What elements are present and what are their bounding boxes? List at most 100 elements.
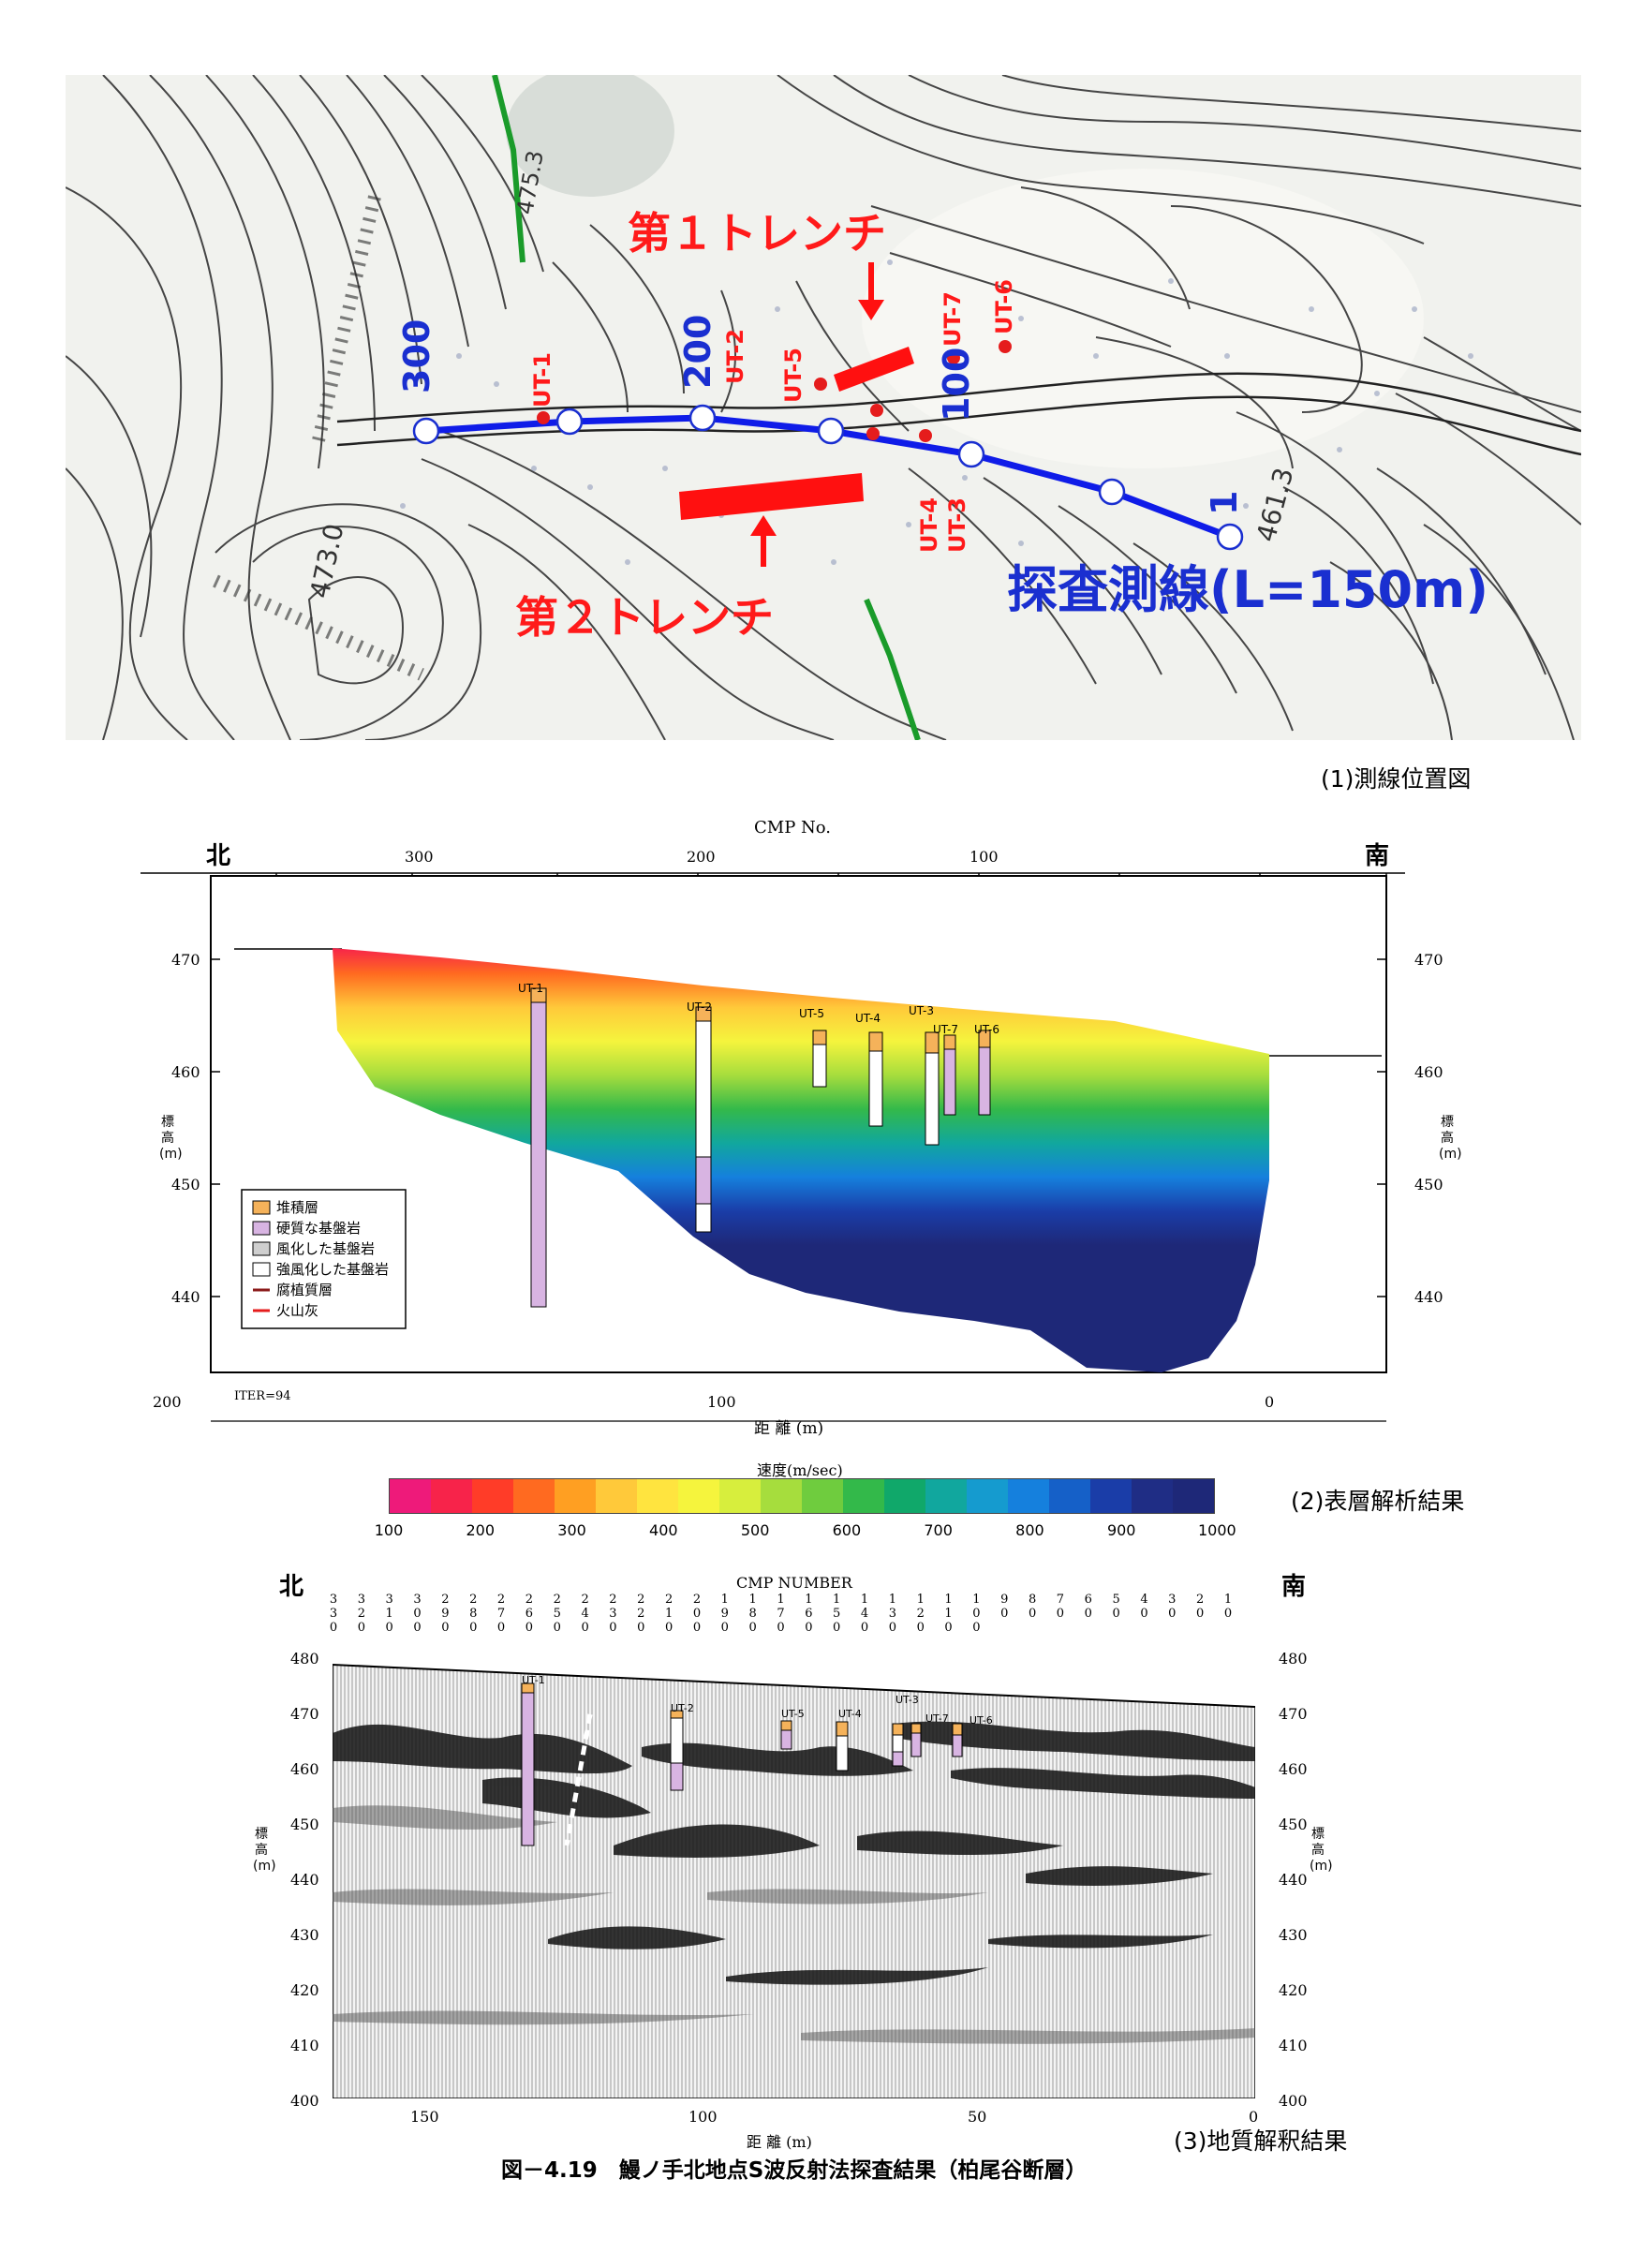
borehole-ut6-label-p3: UT-6 [970, 1714, 993, 1727]
elev3-tick-420-left: 420 [290, 1981, 319, 1999]
colorbar-swatch [513, 1479, 555, 1513]
elev3-tick-410-right: 410 [1279, 2037, 1308, 2054]
cmp-number-tick: 300 [413, 1593, 422, 1635]
cmp-number-tick: 140 [860, 1593, 869, 1635]
ylabel-left-p3: 標高(m) [253, 1827, 276, 1874]
elev3-tick-480-left: 480 [290, 1650, 319, 1668]
elev-tick-440-left: 440 [171, 1288, 200, 1306]
cmp-number-tick: 210 [664, 1593, 673, 1635]
colorbar-swatch [1090, 1479, 1132, 1513]
elev-tick-450-left: 450 [171, 1176, 200, 1193]
borehole-ut2-label-p2: UT-2 [687, 1001, 712, 1014]
colorbar-tick-label: 600 [832, 1521, 862, 1539]
elev3-tick-400-left: 400 [290, 2092, 319, 2110]
borehole-ut1-column [530, 987, 547, 1308]
survey-line-map: 第１トレンチ 第２トレンチ 探査測線(L=150m) 300 200 100 1… [65, 66, 1582, 741]
cmp-100-label: 100 [936, 348, 977, 422]
cmp-number-tick: 160 [805, 1593, 813, 1635]
south-label-p2: 南 [1365, 842, 1390, 870]
cmp-number-ticks: 330 320 310 300 290 280 270 260 250 240 230 220 210 2… [328, 1593, 1236, 1653]
elev3-tick-440-right: 440 [1279, 1871, 1308, 1889]
borehole-ut7-label-p2: UT-7 [933, 1023, 958, 1036]
cmp-title-p2: CMP No. [754, 818, 832, 838]
dist-tick-100-p2: 100 [707, 1393, 736, 1411]
colorbar-swatch [843, 1479, 884, 1513]
legend-item-hard-bedrock: 硬質な基盤岩 [276, 1220, 361, 1237]
colorbar-swatch [719, 1479, 761, 1513]
elev3-tick-470-left: 470 [290, 1705, 319, 1723]
colorbar-swatch [678, 1479, 719, 1513]
elev3-tick-460-left: 460 [290, 1760, 319, 1778]
elev3-tick-480-right: 480 [1279, 1650, 1308, 1668]
elev-tick-450-right: 450 [1414, 1176, 1443, 1193]
borehole-ut1-label-p2: UT-1 [518, 982, 543, 995]
borehole-ut7-label: UT-7 [940, 291, 966, 347]
survey-line-label: 探査測線(L=150m) [1007, 560, 1488, 619]
panel3-caption: (3)地質解釈結果 [1174, 2127, 1348, 2155]
elev-tick-460-left: 460 [171, 1063, 200, 1081]
south-label-p3: 南 [1281, 1573, 1307, 1601]
legend-item-weathered-bedrock: 風化した基盤岩 [276, 1240, 375, 1257]
velocity-colorbar [389, 1478, 1215, 1514]
colorbar-tick-label: 800 [1015, 1521, 1044, 1539]
legend-swatch-sediment [252, 1200, 271, 1215]
figure-title: 図－4.19 鰻ノ手北地点S波反射法探査結果（柏尾谷断層） [501, 2158, 1088, 2183]
cmp-number-tick: 290 [441, 1593, 450, 1635]
elev3-tick-440-left: 440 [290, 1871, 319, 1889]
cmp-number-tick: 310 [385, 1593, 393, 1635]
colorbar-swatch [1173, 1479, 1214, 1513]
north-label-p3: 北 [279, 1573, 304, 1601]
borehole-ut5-label: UT-5 [780, 348, 807, 403]
borehole-ut2-label: UT-2 [722, 329, 748, 384]
borehole-ut6-label-p2: UT-6 [974, 1023, 999, 1036]
colorbar-tick-label: 1000 [1198, 1521, 1236, 1539]
legend-swatch-hard-bedrock [252, 1221, 271, 1236]
legend-item-volcanic-ash: 火山灰 [276, 1302, 318, 1319]
trench2-label: 第２トレンチ [515, 592, 774, 643]
cmp-number-tick: 200 [692, 1593, 702, 1635]
elev-tick-470-right: 470 [1414, 951, 1443, 969]
elev-tick-470-left: 470 [171, 951, 200, 969]
cmp-number-tick: 270 [496, 1593, 506, 1635]
legend-item-humus: 腐植質層 [276, 1282, 333, 1298]
colorbar-swatch [431, 1479, 472, 1513]
colorbar-swatch [1132, 1479, 1173, 1513]
cmp-number-tick: 280 [469, 1593, 478, 1635]
cmp-number-tick: 120 [916, 1593, 925, 1635]
colorbar-tick-label: 300 [557, 1521, 586, 1539]
cmp-number-tick: 40 [1140, 1593, 1148, 1621]
borehole-ut4-label: UT-4 [916, 497, 942, 553]
cmp-number-tick: 250 [553, 1593, 561, 1635]
borehole-ut4-label-p2: UT-4 [855, 1012, 881, 1025]
cmp-200-label: 200 [677, 315, 718, 389]
colorbar-swatch [1049, 1479, 1090, 1513]
elev3-tick-430-left: 430 [290, 1926, 319, 1944]
colorbar-swatch [637, 1479, 678, 1513]
colorbar-swatch [967, 1479, 1008, 1513]
colorbar-tick-label: 500 [740, 1521, 770, 1539]
cmp-number-tick: 100 [972, 1593, 981, 1635]
elev3-tick-410-left: 410 [290, 2037, 319, 2054]
dist3-tick-50: 50 [968, 2108, 987, 2126]
borehole-ut1-label: UT-1 [529, 352, 555, 408]
elev3-tick-420-right: 420 [1279, 1981, 1308, 1999]
legend-swatch-weathered-bedrock [252, 1241, 271, 1256]
cmp-number-tick: 90 [1000, 1593, 1009, 1621]
elev3-tick-400-right: 400 [1279, 2092, 1308, 2110]
seismic-section-svg [332, 1657, 1256, 2099]
cmp-number-tick: 10 [1223, 1593, 1233, 1621]
elev3-tick-430-right: 430 [1279, 1926, 1308, 1944]
colorbar-title: 速度(m/sec) [757, 1461, 843, 1479]
north-label-p2: 北 [206, 842, 231, 870]
borehole-ut3-label-p3: UT-3 [896, 1694, 919, 1706]
dist3-tick-100: 100 [688, 2108, 718, 2126]
cmp-number-tick: 150 [833, 1593, 841, 1635]
legend-item-sediment: 堆積層 [276, 1199, 318, 1216]
cmp-number-tick: 70 [1056, 1593, 1065, 1621]
xlabel-p3: 距 離 (m) [747, 2133, 812, 2151]
cmp-number-tick: 190 [720, 1593, 729, 1635]
cmp-number-tick: 20 [1196, 1593, 1205, 1621]
cmp-number-tick: 260 [525, 1593, 534, 1635]
xlabel-p2: 距 離 (m) [754, 1419, 824, 1438]
borehole-ut5-label-p3: UT-5 [781, 1708, 805, 1720]
